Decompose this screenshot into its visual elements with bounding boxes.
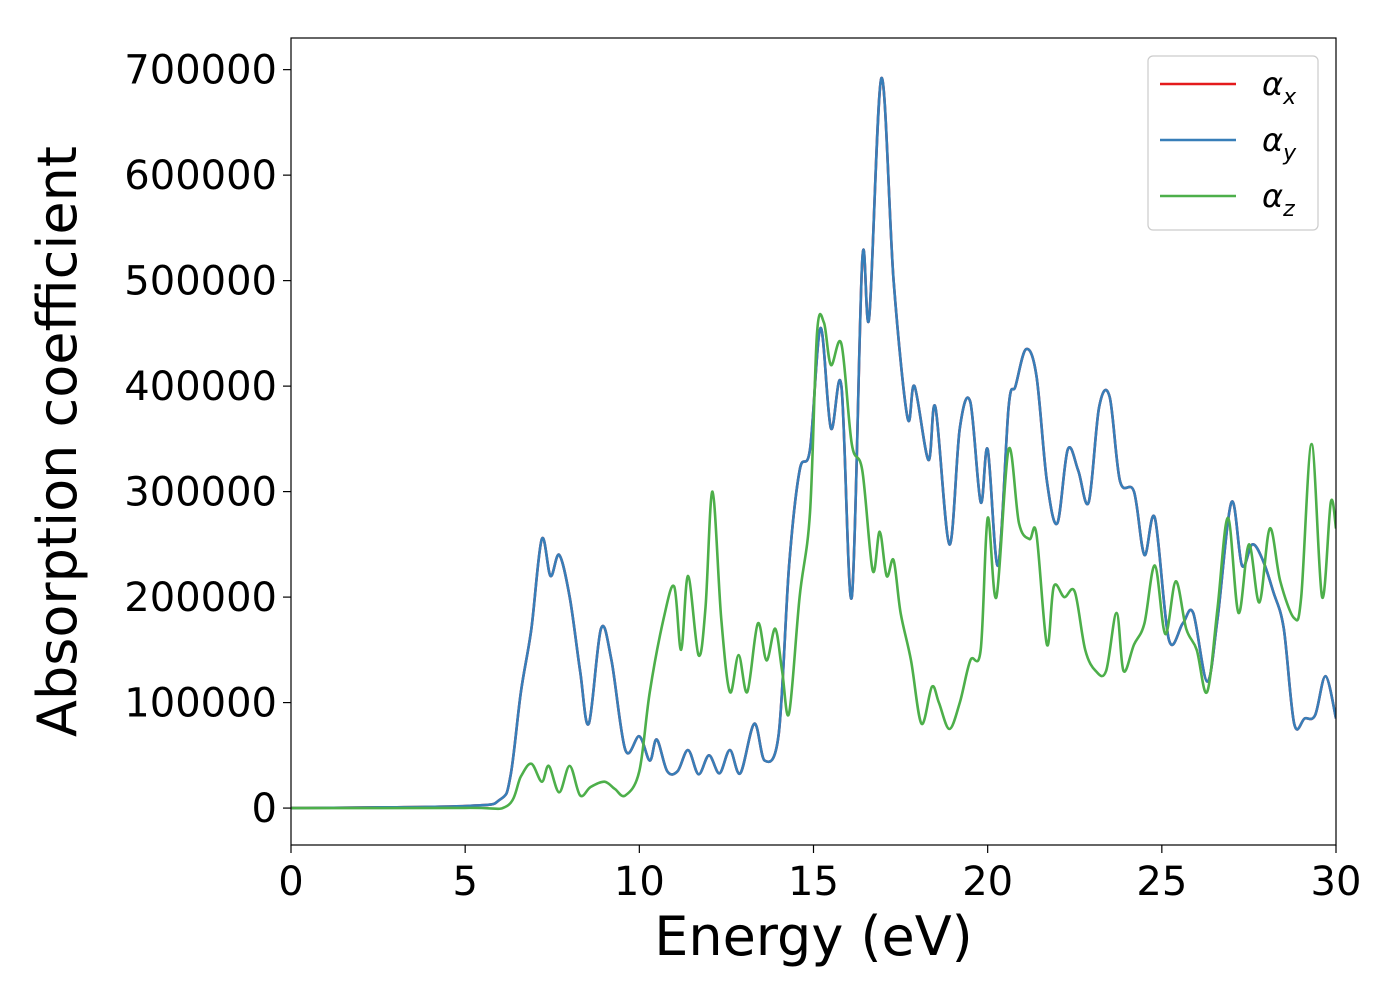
legend-label: αz [1262, 177, 1295, 222]
series-alpha-y-line [291, 76, 1336, 810]
x-tick-label: 15 [788, 859, 839, 905]
x-tick-label: 0 [278, 859, 303, 905]
x-axis-label: Energy (eV) [654, 905, 973, 968]
legend-label: αx [1262, 65, 1297, 110]
x-tick-label: 5 [452, 859, 477, 905]
legend-box [1147, 55, 1319, 231]
series-lines [291, 76, 1336, 811]
y-tick-label: 500000 [124, 259, 277, 305]
x-tick-label: 10 [614, 859, 665, 905]
axis-ticks: 0 5 10 15 20 25 30 0 100000 200000 300000 400000 500… [124, 48, 1361, 905]
x-tick-label: 20 [962, 859, 1013, 905]
y-tick-label: 400000 [124, 364, 277, 410]
y-axis-label: Absorption coefficient [26, 146, 89, 737]
legend-item-alpha-x: αx [1160, 65, 1297, 110]
y-tick-label: 0 [252, 786, 277, 832]
y-tick-label: 100000 [124, 681, 277, 727]
legend-item-alpha-y: αy [1160, 121, 1297, 166]
legend-item-alpha-z: αz [1160, 177, 1295, 222]
x-tick-label: 25 [1136, 859, 1187, 905]
x-tick-label: 30 [1311, 859, 1362, 905]
y-tick-label: 300000 [124, 470, 277, 516]
legend: αx αy αz [1147, 55, 1319, 231]
legend-label: αy [1262, 121, 1297, 166]
y-tick-label: 700000 [124, 48, 277, 94]
y-tick-label: 600000 [124, 153, 277, 199]
series-alpha-z-line [291, 312, 1336, 811]
y-tick-label: 200000 [124, 575, 277, 621]
